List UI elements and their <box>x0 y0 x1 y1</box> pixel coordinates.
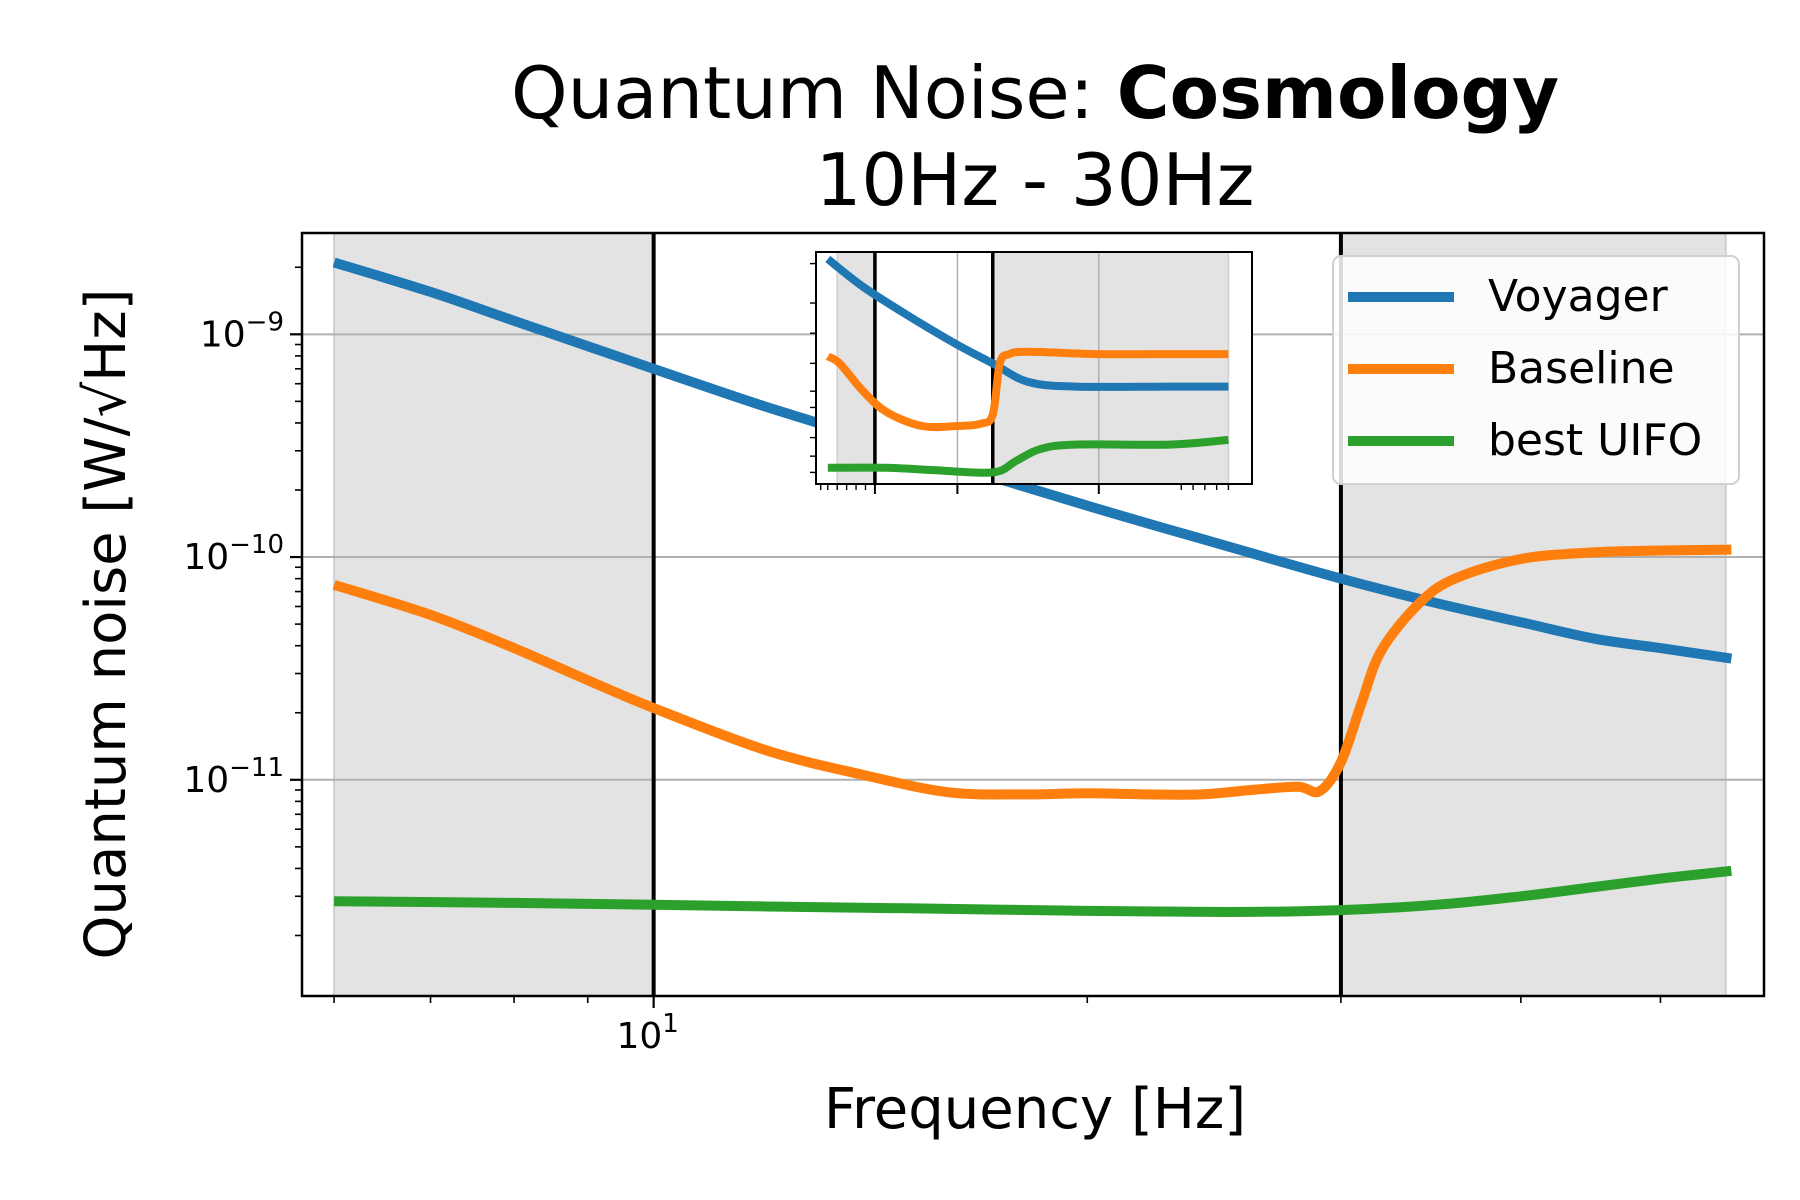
legend-label-voyager: Voyager <box>1488 271 1669 322</box>
inset-frame <box>815 251 1253 485</box>
series-line-best-uifo <box>334 865 1732 918</box>
legend-box <box>1332 255 1740 485</box>
y-tick-label: 10−10 <box>183 530 284 578</box>
y-axis-label: Quantum noise [W/√Hz] <box>74 288 139 959</box>
chart-title: Quantum Noise: Cosmology <box>511 51 1559 135</box>
inset-series-line-best-uifo <box>827 435 1229 477</box>
legend-label-best-uifo: best UIFO <box>1488 415 1702 466</box>
inset-series-line-voyager <box>825 255 1229 391</box>
y-tick-label: 10−9 <box>200 307 284 355</box>
y-tick-label: 10−11 <box>183 753 284 801</box>
inset-unshaded-band <box>874 252 993 484</box>
legend-label-baseline: Baseline <box>1488 343 1675 394</box>
inset-series-line-baseline <box>825 347 1229 432</box>
x-axis-label: Frequency [Hz] <box>824 1077 1246 1142</box>
series-line-voyager <box>332 257 1733 664</box>
series-line-baseline <box>332 544 1732 800</box>
inset-plot <box>810 251 1253 494</box>
x-tick-label: 101 <box>616 1009 678 1057</box>
shaded-region <box>333 232 655 997</box>
plot-frame <box>300 231 1766 998</box>
chart-subtitle: 10Hz - 30Hz <box>816 138 1255 222</box>
legend: Voyager Baseline best UIFO <box>1332 255 1740 485</box>
svg-text:Quantum noise [W/√Hz]: Quantum noise [W/√Hz] <box>74 288 139 959</box>
